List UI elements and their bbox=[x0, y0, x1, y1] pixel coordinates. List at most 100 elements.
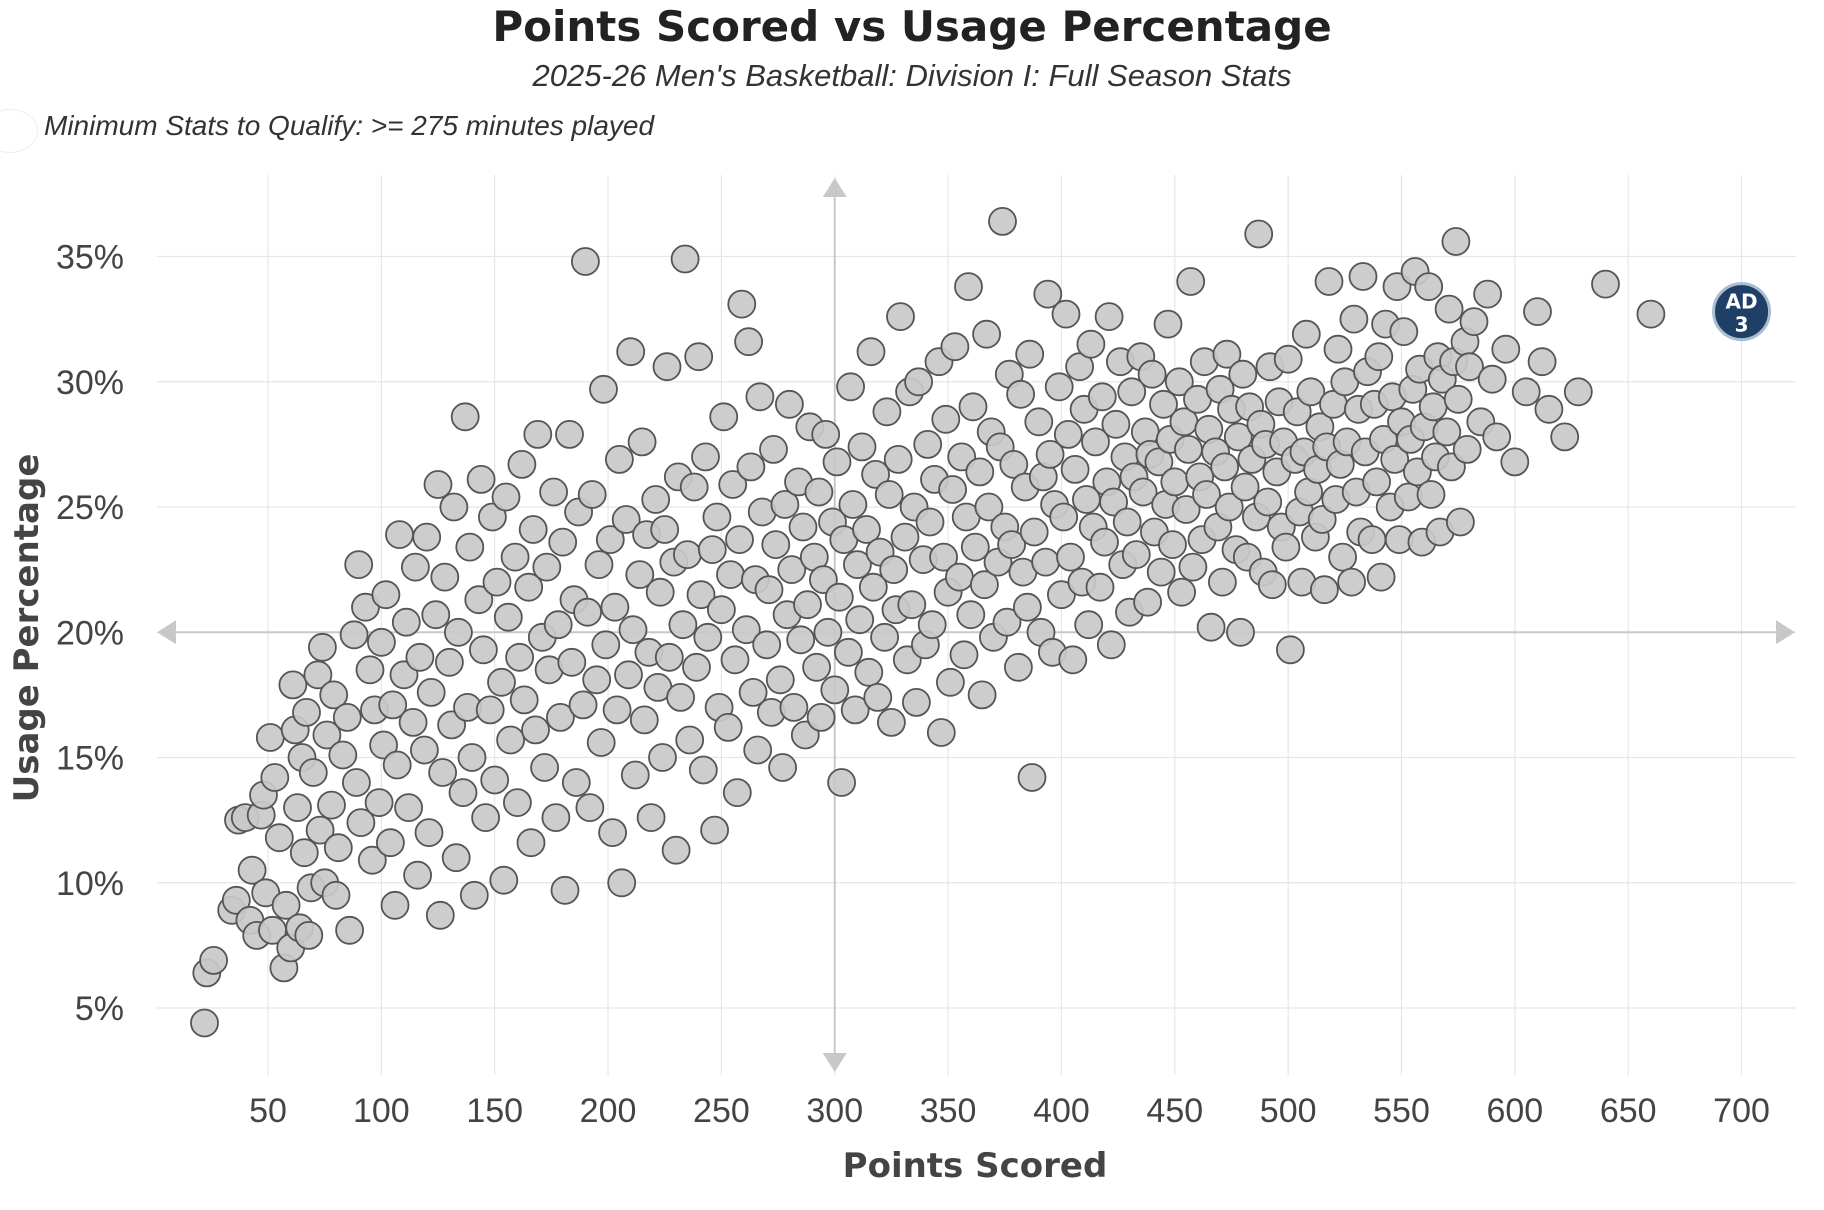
data-point bbox=[738, 678, 768, 707]
data-point bbox=[806, 703, 836, 732]
data-point bbox=[761, 530, 791, 559]
data-point bbox=[872, 397, 902, 427]
data-point bbox=[514, 572, 544, 602]
data-point bbox=[940, 332, 970, 362]
data-point bbox=[897, 590, 927, 620]
data-point bbox=[661, 835, 691, 865]
data-point bbox=[682, 652, 711, 682]
data-point bbox=[1534, 394, 1564, 424]
data-point bbox=[1121, 540, 1151, 569]
x-tick-label: 700 bbox=[1713, 1092, 1770, 1130]
data-point bbox=[1024, 407, 1054, 437]
data-point bbox=[673, 540, 702, 569]
highlight-marker bbox=[1712, 282, 1772, 342]
data-point bbox=[455, 532, 485, 562]
data-point bbox=[1099, 487, 1128, 517]
data-point bbox=[371, 580, 401, 610]
highlight-label-line2: 3 bbox=[1735, 313, 1749, 337]
data-point bbox=[1146, 557, 1176, 587]
data-point bbox=[1004, 652, 1033, 682]
data-point bbox=[1253, 487, 1283, 517]
data-point bbox=[1112, 507, 1142, 537]
data-point bbox=[466, 464, 496, 494]
data-point bbox=[448, 778, 478, 807]
data-point bbox=[1176, 267, 1206, 296]
data-point bbox=[802, 652, 831, 682]
data-point bbox=[915, 507, 945, 537]
data-point bbox=[1053, 419, 1083, 449]
data-point bbox=[731, 615, 761, 645]
data-point bbox=[847, 432, 877, 462]
data-point bbox=[1167, 577, 1196, 607]
data-point bbox=[1523, 297, 1552, 327]
data-point bbox=[546, 703, 575, 732]
data-point bbox=[1178, 552, 1208, 582]
data-point bbox=[289, 838, 319, 868]
data-point bbox=[575, 793, 605, 822]
data-points bbox=[190, 206, 1666, 1038]
data-point bbox=[636, 803, 666, 832]
data-point bbox=[582, 665, 612, 695]
data-point bbox=[1446, 507, 1475, 537]
data-point bbox=[1432, 417, 1462, 447]
data-point bbox=[1076, 329, 1106, 359]
data-point bbox=[926, 718, 956, 747]
data-point bbox=[1348, 262, 1378, 291]
data-point bbox=[385, 520, 414, 549]
data-point bbox=[702, 502, 732, 532]
data-point bbox=[1291, 319, 1321, 349]
data-point bbox=[824, 582, 854, 612]
data-point bbox=[883, 444, 913, 474]
data-point bbox=[382, 750, 412, 780]
data-point bbox=[956, 600, 986, 630]
data-point bbox=[1416, 480, 1446, 509]
data-point bbox=[400, 552, 430, 582]
data-point bbox=[988, 206, 1017, 236]
data-point bbox=[468, 635, 498, 665]
data-point bbox=[700, 815, 729, 845]
data-point bbox=[822, 447, 852, 477]
data-point bbox=[1056, 542, 1085, 572]
data-point bbox=[1563, 377, 1593, 407]
data-point bbox=[1035, 439, 1065, 469]
data-point bbox=[820, 675, 850, 705]
y-tick-label: 30% bbox=[56, 364, 124, 402]
data-point bbox=[398, 708, 428, 737]
data-point bbox=[312, 720, 342, 750]
data-point bbox=[765, 665, 795, 695]
data-point bbox=[507, 449, 537, 479]
chart-title: Points Scored vs Usage Percentage bbox=[492, 2, 1332, 51]
data-point bbox=[954, 272, 983, 302]
data-point bbox=[355, 655, 385, 685]
data-point bbox=[691, 442, 720, 472]
data-point bbox=[743, 735, 773, 765]
data-point bbox=[237, 855, 267, 885]
x-tick-label: 50 bbox=[249, 1092, 287, 1130]
data-point bbox=[369, 730, 399, 760]
data-point bbox=[550, 875, 580, 905]
x-tick-label: 500 bbox=[1260, 1092, 1317, 1130]
data-point bbox=[1065, 352, 1094, 382]
data-point bbox=[505, 642, 534, 672]
data-point bbox=[477, 502, 507, 532]
data-point bbox=[1434, 294, 1464, 324]
data-point bbox=[625, 560, 655, 589]
data-point bbox=[423, 470, 453, 499]
data-point bbox=[1636, 299, 1666, 329]
data-point bbox=[972, 319, 1001, 349]
data-point bbox=[364, 788, 394, 817]
data-point bbox=[1158, 530, 1187, 559]
highlight-point[interactable]: AD3 bbox=[1712, 282, 1772, 342]
data-point bbox=[1101, 409, 1131, 439]
data-point bbox=[945, 562, 974, 592]
y-tick-label: 15% bbox=[56, 740, 124, 778]
data-point bbox=[616, 337, 646, 367]
data-point bbox=[292, 698, 321, 727]
data-point bbox=[811, 419, 841, 449]
data-point bbox=[1282, 397, 1312, 427]
data-point bbox=[1223, 422, 1253, 452]
data-point bbox=[668, 610, 698, 640]
data-point bbox=[500, 542, 530, 572]
data-point bbox=[768, 753, 797, 782]
data-point bbox=[713, 713, 743, 742]
